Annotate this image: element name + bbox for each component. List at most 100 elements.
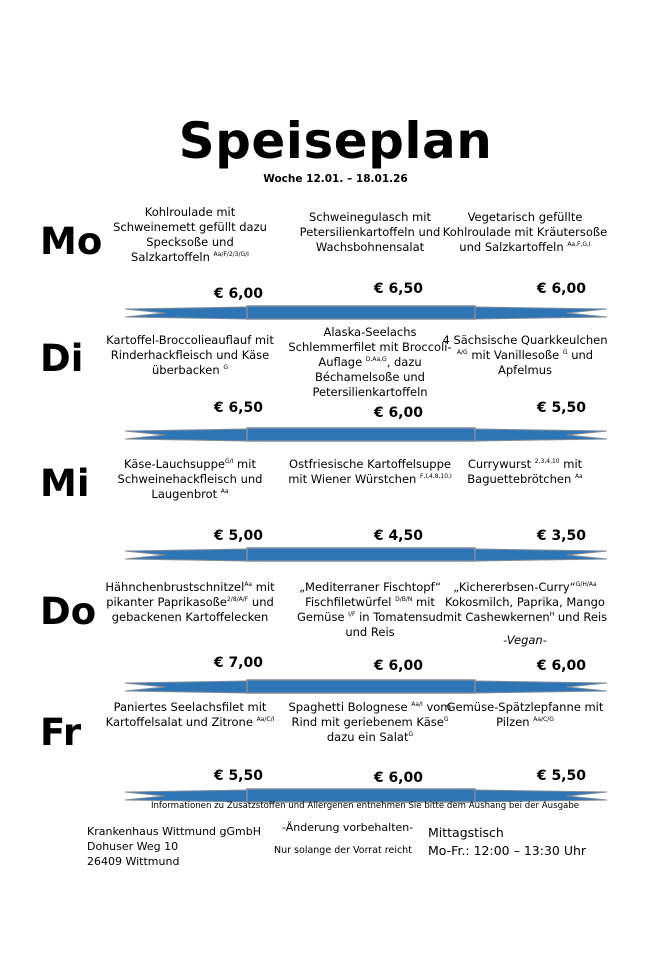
dish-text: und gebackenen Kartoffelecken (111, 595, 274, 624)
change-notice: -Änderung vorbehalten- (282, 821, 414, 834)
allergen-codes: G (562, 349, 568, 356)
dish-text: Kartoffel-Broccolieauflauf mit Rinderhac… (106, 333, 274, 377)
dish-text: mit pikanter Paprikasoße (106, 580, 275, 609)
dish-text: in Tomatensud und Reis (345, 610, 444, 639)
dish-text: Vegetarisch gefüllte Kohlroulade mit Krä… (442, 210, 608, 254)
day-label-do: Do (40, 590, 97, 633)
banner-left-tail (124, 306, 248, 320)
dish-description: Paniertes Seelachsfilet mit Kartoffelsal… (105, 700, 275, 730)
day-label-di: Di (40, 337, 84, 380)
dish-text: Hähnchenbrustschnitzel (105, 580, 245, 594)
dish-description: Ostfriesische Kartoffelsuppe mit Wiener … (285, 457, 455, 487)
day-label-fr: Fr (40, 711, 82, 754)
dish-text: Schweinegulasch mit Petersilienkartoffel… (299, 210, 441, 254)
dish-description: Schweinegulasch mit Petersilienkartoffel… (285, 210, 455, 255)
allergen-codes: A/G (456, 349, 468, 356)
dish-description: Kartoffel-Broccolieauflauf mit Rinderhac… (105, 333, 275, 378)
dish-text: mit Vanillesoße (467, 348, 563, 362)
banner-right-tail (474, 680, 608, 694)
dish-text: Spaghetti Bolognese (288, 700, 412, 714)
banner-right-tail (474, 428, 608, 442)
allergen-info: Informationen zu Zusatzstoffen und Aller… (150, 801, 580, 811)
allergen-codes: Aa (574, 473, 583, 480)
lunch-time: Mo-Fr.: 12:00 – 13:30 Uhr (428, 843, 587, 858)
dish-text: mit Schweinehackfleisch und Laugenbrot (117, 457, 263, 501)
divider-banner (124, 305, 608, 321)
dish-text: 4 Sächsische Quarkkeulchen (442, 333, 608, 347)
allergen-codes: 2/8/A/F (226, 596, 249, 603)
banner-left-tail (124, 548, 248, 562)
divider-banner (124, 547, 608, 563)
allergen-codes: F,I,4,8,10,I (420, 473, 452, 480)
allergen-codes: G/I (224, 458, 234, 465)
dish-text: Currywurst (467, 457, 535, 471)
banner-center (246, 547, 476, 562)
banner-left-tail (124, 789, 248, 803)
lunch-hours: Mittagstisch Mo-Fr.: 12:00 – 13:30 Uhr (428, 824, 586, 860)
banner-right-tail (474, 548, 608, 562)
dish-text: Ostfriesische Kartoffelsuppe mit Wiener … (288, 457, 451, 486)
dish-text: „Mediterraner Fischtopf“ Fischfiletwürfe… (299, 580, 441, 609)
dish-description: Alaska-Seelachs Schlemmerfilet mit Brocc… (285, 325, 455, 400)
dish-price: € 6,00 (536, 281, 586, 297)
dish-price: € 4,50 (373, 528, 423, 544)
allergen-codes: G (443, 716, 449, 723)
dish-text: Kokosmilch, Paprika, Mango mit Cashewker… (442, 595, 605, 624)
dish-price: € 6,00 (373, 658, 423, 674)
dish-price: € 5,00 (213, 528, 263, 544)
banner-center (246, 305, 476, 320)
dish-text: vom Rind mit geriebenem Käse (291, 700, 452, 729)
day-label-mi: Mi (40, 462, 90, 505)
dish-description: Currywurst 2,3,4,10 mit Baguettebrötchen… (440, 457, 610, 487)
page-title: Speiseplan (178, 112, 493, 170)
allergen-codes: I/F (348, 611, 356, 618)
dish-price: € 6,00 (373, 405, 423, 421)
address: Krankenhaus Wittmund gGmbH Dohuser Weg 1… (87, 824, 261, 869)
allergen-codes: G (408, 731, 414, 738)
allergen-codes: Aa/C/G (533, 716, 554, 723)
allergen-codes: Aa,F,G,I (567, 241, 591, 248)
dish-description: HähnchenbrustschnitzelAa mit pikanter Pa… (105, 580, 275, 625)
allergen-codes: Aa/C/I (256, 716, 275, 723)
dish-text: , dazu Béchamelsoße und Petersilienkarto… (312, 355, 428, 399)
dish-text: Gemüse-Spätzlepfanne mit Pilzen (446, 700, 604, 729)
allergen-codes: G/H/Aa (575, 581, 597, 588)
dish-price: € 6,50 (373, 281, 423, 297)
dish-description: 4 Sächsische Quarkkeulchen A/G mit Vanil… (440, 333, 610, 378)
dish-description: Gemüse-Spätzlepfanne mit Pilzen Aa/C/G (440, 700, 610, 730)
diet-note: -Vegan- (503, 633, 547, 647)
day-label-mo: Mo (40, 220, 103, 263)
dish-text: mit Gemüse (296, 595, 435, 624)
allergen-codes: 2,3,4,10 (534, 458, 560, 465)
allergen-codes: D/B/N (395, 596, 413, 603)
dish-text: mit Baguettebrötchen (467, 457, 583, 486)
dish-price: € 7,00 (213, 655, 263, 671)
dish-description: „Kichererbsen-Curry“G/H/Aa Kokosmilch, P… (440, 580, 610, 648)
banner-left-tail (124, 428, 248, 442)
address-line: 26409 Wittmund (87, 855, 180, 868)
banner-center (246, 679, 476, 694)
allergen-codes: G (223, 364, 228, 371)
banner-left-tail (124, 680, 248, 694)
dish-description: Vegetarisch gefüllte Kohlroulade mit Krä… (440, 210, 610, 255)
address-line: Dohuser Weg 10 (87, 840, 179, 853)
dish-text: und Apfelmus (498, 348, 594, 377)
allergen-codes: D,Aa,G (365, 356, 387, 363)
dish-text: Kohlroulade mit Schweinemett gefüllt daz… (113, 205, 267, 264)
dish-description: „Mediterraner Fischtopf“ Fischfiletwürfe… (285, 580, 455, 640)
banner-right-tail (474, 306, 608, 320)
allergen-codes: Aa/F/2/3/G/I (213, 251, 249, 258)
lunch-title: Mittagstisch (428, 825, 504, 840)
dish-text: und Reis (554, 610, 608, 624)
dish-description: Spaghetti Bolognese Aa/I vom Rind mit ge… (285, 700, 455, 745)
divider-banner (124, 788, 608, 804)
dish-price: € 6,00 (373, 770, 423, 786)
dish-text: dazu ein Salat (326, 730, 409, 744)
stock-notice: Nur solange der Vorrat reicht (274, 845, 412, 856)
banner-center (246, 788, 476, 803)
dish-text: Paniertes Seelachsfilet mit Kartoffelsal… (105, 700, 267, 729)
dish-text: „Kichererbsen-Curry“ (453, 580, 576, 594)
divider-banner (124, 427, 608, 443)
dish-description: Käse-LauchsuppeG/I mit Schweinehackfleis… (105, 457, 275, 502)
allergen-codes: Aa (220, 488, 229, 495)
